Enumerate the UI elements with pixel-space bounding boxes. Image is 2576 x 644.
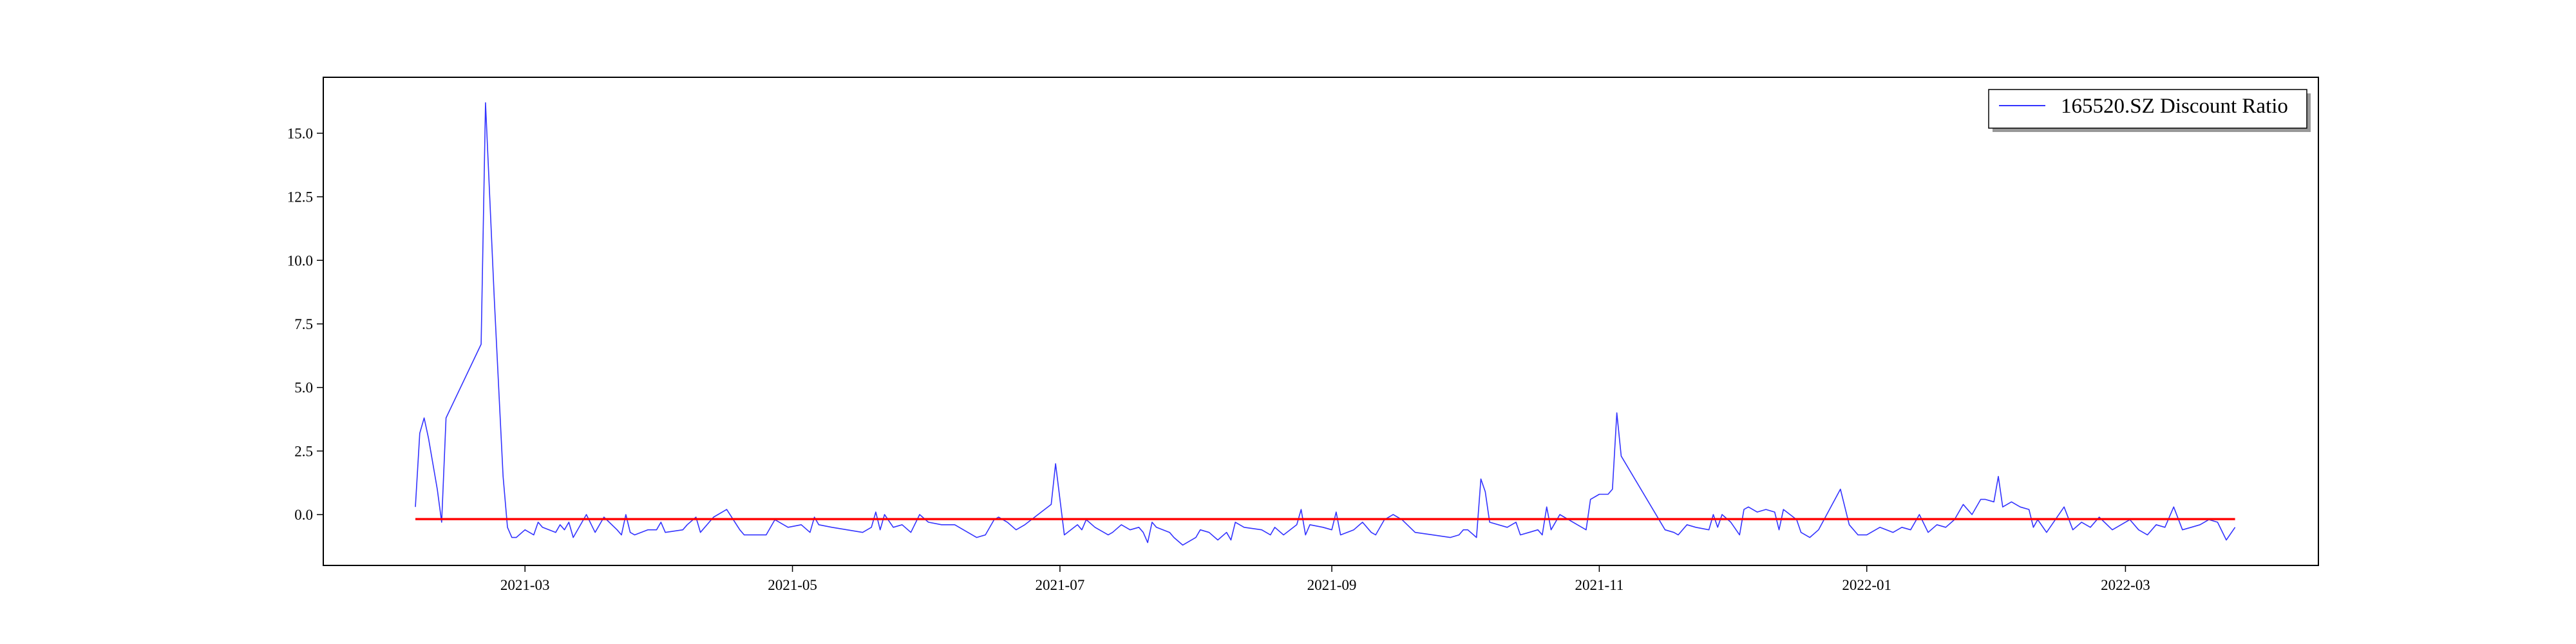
- legend-label: 165520.SZ Discount Ratio: [2061, 95, 2288, 118]
- x-tick-label: 2021-03: [500, 577, 550, 593]
- series-line-discount-ratio: [415, 102, 2236, 546]
- plot-area: [323, 77, 2318, 565]
- y-tick-label: 5.0: [294, 380, 313, 396]
- plot-frame: [323, 77, 2319, 566]
- y-tick-label: 0.0: [294, 507, 313, 523]
- series-layer: [415, 102, 2236, 546]
- y-axis: 0.0 2.5 5.0 7.5 10.0 12.5 15.0: [287, 126, 323, 523]
- y-tick-label: 15.0: [287, 126, 313, 142]
- x-axis: 2021-03 2021-05 2021-07 2021-09 2021-11 2022-…: [500, 565, 2150, 593]
- x-tick-label: 2021-05: [768, 577, 817, 593]
- y-tick-label: 2.5: [294, 443, 313, 459]
- x-tick-label: 2022-03: [2101, 577, 2150, 593]
- y-tick-label: 10.0: [287, 252, 313, 269]
- x-tick-label: 2021-09: [1307, 577, 1357, 593]
- legend: 165520.SZ Discount Ratio: [1988, 89, 2311, 132]
- x-tick-label: 2022-01: [1842, 577, 1891, 593]
- x-tick-label: 2021-11: [1575, 577, 1624, 593]
- y-tick-label: 12.5: [287, 189, 313, 205]
- y-tick-label: 7.5: [294, 316, 313, 332]
- legend-box: [1988, 89, 2307, 129]
- x-tick-label: 2021-07: [1036, 577, 1085, 593]
